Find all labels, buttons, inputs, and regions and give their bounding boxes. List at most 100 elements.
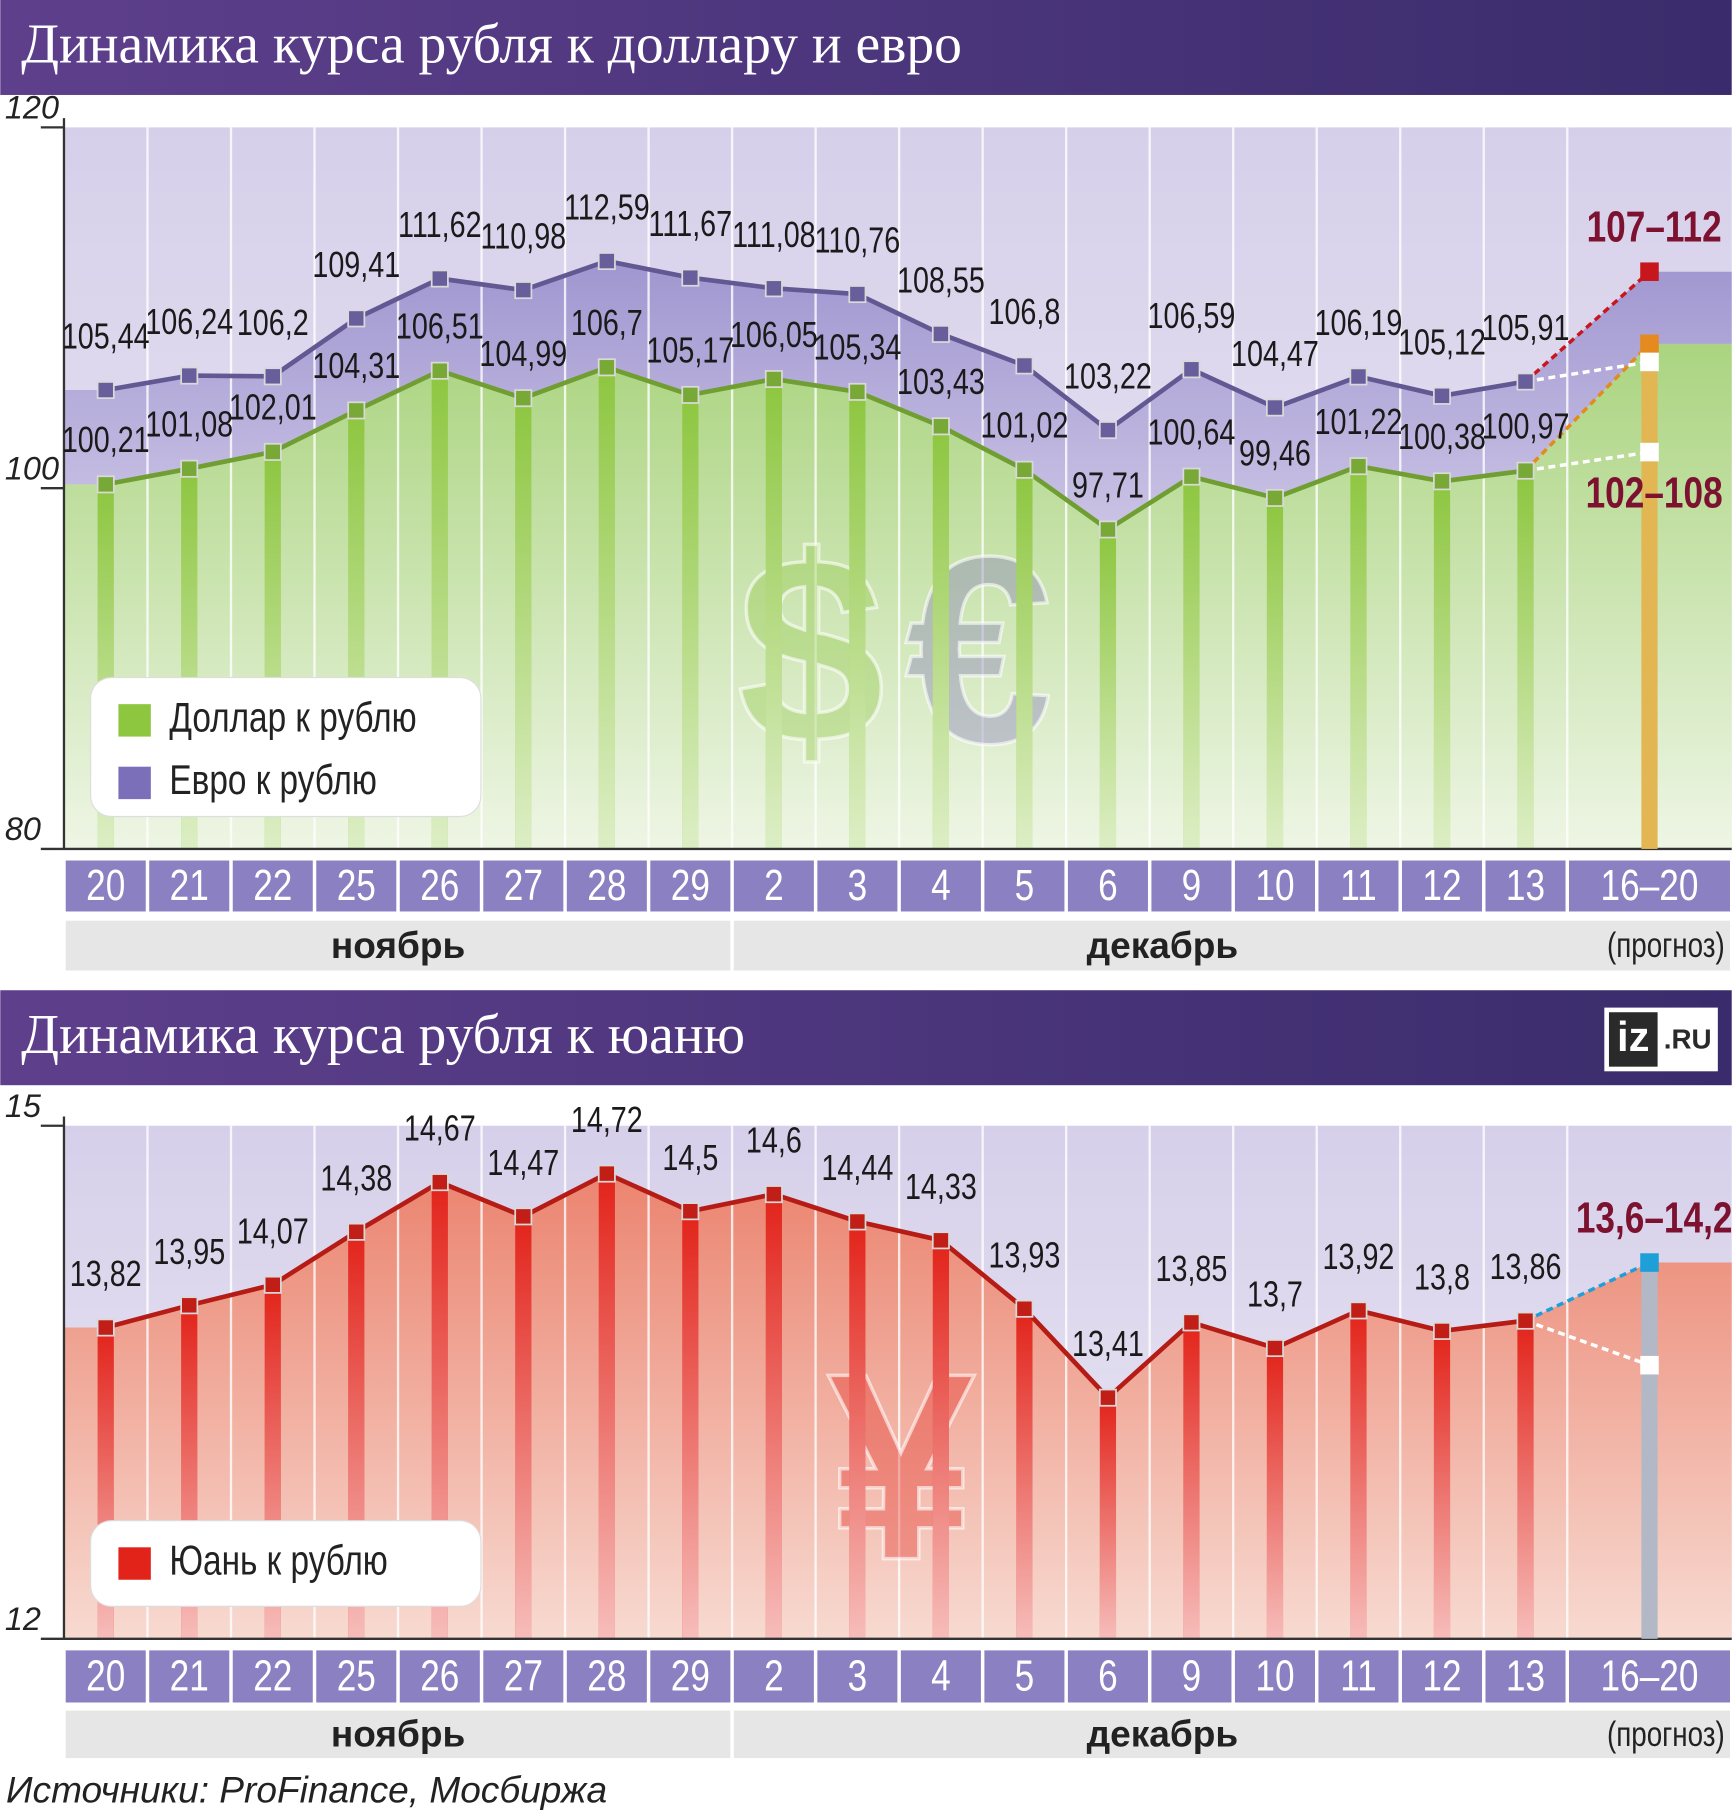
point-marker: [1433, 472, 1451, 491]
point-marker: [1015, 356, 1034, 375]
point-marker: [1265, 1339, 1284, 1358]
value-label: 103,22: [1064, 357, 1152, 397]
value-label: 14,33: [905, 1167, 977, 1207]
category-cell: [1234, 1650, 1315, 1703]
x-tick-label: 29: [671, 1652, 710, 1701]
value-label: 101,22: [1315, 402, 1403, 442]
value-bar-shade: [849, 1221, 866, 1639]
value-label: 106,59: [1148, 296, 1236, 336]
value-bar-shade: [1266, 1348, 1284, 1639]
point-marker: [1349, 457, 1368, 476]
value-label: 104,47: [1231, 334, 1319, 374]
point-marker: [1182, 1313, 1201, 1332]
category-cell: [817, 860, 898, 912]
value-bar-shade: [598, 367, 615, 849]
x-tick-label: 5: [1015, 1652, 1035, 1701]
month-cell: [65, 1710, 731, 1759]
title-bar: [0, 990, 1732, 1086]
logo-mark-box: [1608, 1012, 1658, 1067]
point-marker: [514, 1207, 533, 1226]
value-label: 100,97: [1482, 406, 1570, 446]
point-marker: [1265, 488, 1284, 507]
category-cell: [984, 860, 1065, 912]
value-label: 105,17: [646, 331, 734, 371]
value-bar-shade: [1517, 470, 1534, 849]
point-marker: [597, 252, 616, 271]
category-cell: [1151, 1650, 1232, 1703]
value-label: 13,95: [153, 1232, 225, 1272]
forecast-line: [1525, 360, 1650, 384]
category-cell: [566, 1650, 647, 1703]
x-tick-label: 22: [253, 1652, 292, 1701]
x-tick-label: 11: [1340, 861, 1377, 910]
point-marker: [931, 324, 950, 343]
legend-swatch: [118, 1547, 151, 1580]
value-label: 100,38: [1398, 417, 1486, 457]
x-tick-label: 2: [764, 861, 784, 910]
value-bar-shade: [1016, 1308, 1033, 1639]
point-marker: [1349, 1301, 1368, 1320]
point-marker: [764, 1185, 783, 1204]
x-tick-label: 28: [587, 1652, 626, 1701]
month-cell: [733, 920, 1730, 971]
value-label: 13,92: [1323, 1237, 1395, 1277]
category-cell: [1067, 1650, 1148, 1703]
month-cell: [733, 1710, 1730, 1759]
forecast-bar: [1641, 343, 1658, 849]
value-label: 14,47: [487, 1143, 559, 1183]
point-marker: [1098, 520, 1117, 539]
x-tick-label: 25: [337, 861, 376, 910]
value-label: 100,64: [1148, 412, 1236, 452]
value-label: 14,38: [320, 1158, 392, 1198]
legend-label: Евро к рублю: [169, 756, 376, 802]
category-cell: [1401, 1650, 1483, 1703]
point-marker: [263, 442, 282, 461]
point-marker: [514, 281, 533, 300]
category-cell: [900, 860, 981, 912]
value-label: 110,76: [815, 221, 901, 261]
point-marker: [848, 285, 867, 304]
y-tick-label: 15: [5, 1088, 42, 1124]
value-bar-shade: [932, 426, 950, 849]
value-bar-shade: [1016, 469, 1033, 849]
category-cell: [483, 860, 564, 912]
category-cell: [316, 1650, 397, 1703]
forecast-label: 107–112: [1587, 203, 1722, 252]
category-cell: [1485, 860, 1566, 912]
value-label: 106,05: [730, 315, 818, 355]
category-cell: [900, 1650, 981, 1703]
forecast-marker: [1640, 442, 1659, 462]
value-label: 14,72: [571, 1100, 643, 1140]
value-bar-shade: [1099, 1397, 1117, 1639]
forecast-line: [1525, 450, 1650, 473]
x-tick-label: 22: [253, 861, 292, 910]
x-tick-label: 27: [504, 1652, 543, 1701]
month-cell: [65, 920, 731, 971]
x-tick-label: 26: [420, 1652, 459, 1701]
value-label: 14,44: [821, 1148, 893, 1188]
category-cell: [1569, 860, 1730, 912]
value-label: 104,99: [479, 334, 567, 374]
category-cell: [149, 1650, 230, 1703]
value-label: 14,5: [662, 1138, 718, 1178]
forecast-note: (прогноз): [1607, 1715, 1725, 1754]
point-marker: [1098, 421, 1117, 440]
category-cell: [65, 1650, 146, 1703]
value-label: 106,19: [1315, 303, 1403, 343]
value-label: 101,08: [145, 404, 233, 444]
value-label: 14,6: [746, 1121, 802, 1161]
category-cell: [316, 860, 397, 912]
point-marker: [1349, 367, 1368, 386]
point-marker: [1516, 1311, 1535, 1330]
forecast-bar: [1641, 1262, 1658, 1639]
forecast-line: [1524, 1319, 1651, 1367]
value-label: 13,93: [988, 1235, 1060, 1275]
category-cell: [1318, 1650, 1399, 1703]
x-tick-label: 21: [170, 861, 209, 910]
category-cell: [984, 1650, 1065, 1703]
x-tick-label: 4: [931, 1652, 951, 1701]
point-marker: [848, 382, 867, 401]
category-cell: [399, 1650, 480, 1703]
